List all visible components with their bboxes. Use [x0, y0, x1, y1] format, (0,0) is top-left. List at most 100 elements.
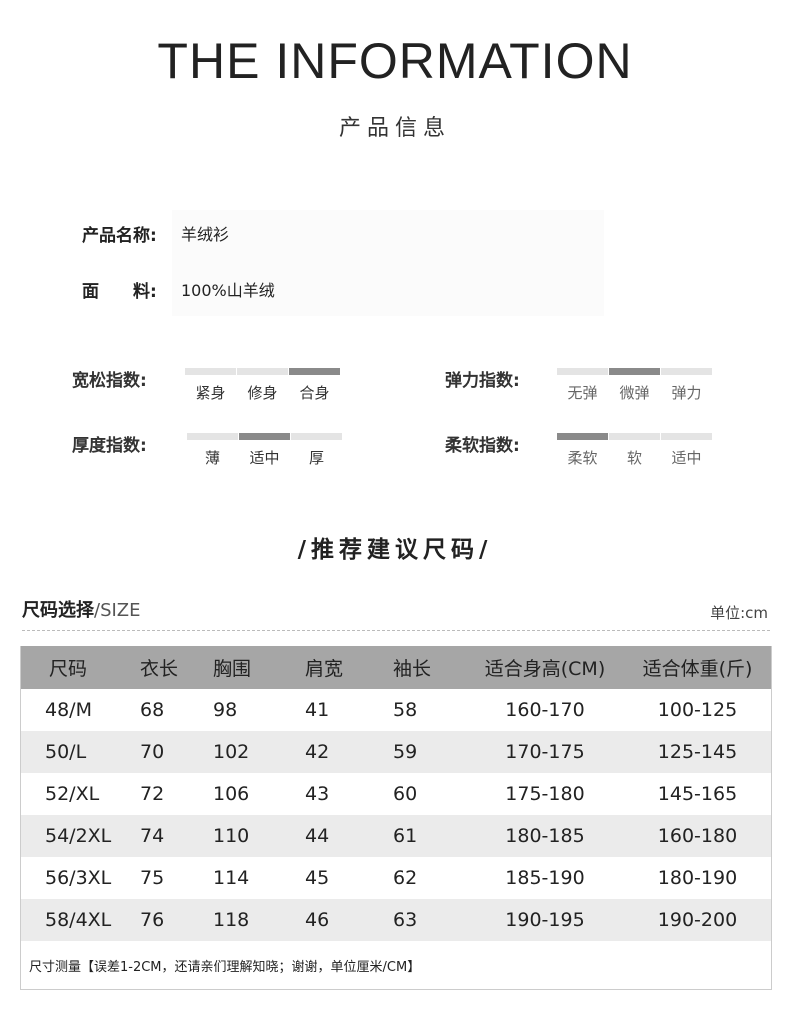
index-option: 弹力 [671, 384, 702, 402]
index-bar-selected [557, 433, 608, 440]
index-bar [237, 368, 288, 375]
column-header: 适合身高(CM) [484, 658, 606, 680]
index-bar [661, 368, 712, 375]
table-cell: 56/3XL [45, 867, 112, 889]
index-option: 微弹 [619, 384, 650, 402]
index-option: 无弹 [567, 384, 598, 402]
table-cell: 170-175 [505, 741, 585, 763]
index-label: 弹力指数: [445, 371, 520, 391]
index-bar-selected [239, 433, 290, 440]
table-cell: 75 [140, 867, 165, 889]
index-option: 软 [626, 449, 642, 467]
table-row: 50/L 70 102 42 59 170-175 125-145 [21, 731, 771, 773]
table-cell: 41 [305, 699, 330, 721]
index-bar [291, 433, 342, 440]
product-name-label: 产品名称: [82, 226, 157, 246]
table-cell: 61 [393, 825, 418, 847]
table-cell: 185-190 [505, 867, 585, 889]
table-cell: 45 [305, 867, 330, 889]
table-cell: 46 [305, 909, 330, 931]
index-option: 合身 [299, 384, 330, 402]
info-box [172, 210, 604, 316]
product-name-value: 羊绒衫 [181, 225, 230, 244]
table-cell: 106 [213, 783, 250, 805]
table-cell: 54/2XL [45, 825, 112, 847]
table-cell: 59 [393, 741, 418, 763]
table-cell: 125-145 [657, 741, 738, 763]
column-header: 胸围 [213, 658, 252, 680]
table-cell: 76 [140, 909, 165, 931]
table-cell: 58 [393, 699, 418, 721]
column-header: 尺码 [49, 658, 88, 680]
table-cell: 190-200 [657, 909, 738, 931]
table-row: 52/XL 72 106 43 60 175-180 145-165 [21, 773, 771, 815]
column-header: 适合体重(斤) [642, 658, 753, 680]
recommend-heading: /推荐建议尺码/ [297, 537, 493, 563]
table-cell: 100-125 [657, 699, 738, 721]
table-cell: 145-165 [657, 783, 738, 805]
index-option: 柔软 [567, 449, 598, 467]
page-title: THE INFORMATION [157, 33, 633, 89]
table-cell: 68 [140, 699, 165, 721]
index-option: 厚 [308, 449, 324, 467]
table-cell: 42 [305, 741, 330, 763]
column-header: 袖长 [393, 658, 432, 680]
table-row: 48/M 68 98 41 58 160-170 100-125 [21, 689, 771, 731]
table-cell: 160-170 [505, 699, 585, 721]
table-cell: 58/4XL [45, 909, 112, 931]
index-bar-selected [289, 368, 340, 375]
table-cell: 63 [393, 909, 418, 931]
table-cell: 70 [140, 741, 165, 763]
size-title-en: /SIZE [94, 600, 141, 621]
table-cell: 118 [213, 909, 250, 931]
index-label: 柔软指数: [445, 436, 520, 456]
table-cell: 44 [305, 825, 330, 847]
page-subtitle: 产品信息 [338, 116, 451, 141]
fabric-label: 面 料: [82, 282, 157, 302]
fabric-value: 100%山羊绒 [181, 281, 275, 300]
table-cell: 62 [393, 867, 418, 889]
table-cell: 110 [213, 825, 250, 847]
index-bar [185, 368, 236, 375]
table-note: 尺寸测量【误差1-2CM，还请亲们理解知晓；谢谢，单位厘米/CM】 [29, 959, 421, 975]
table-cell: 190-195 [505, 909, 585, 931]
index-option: 紧身 [195, 384, 226, 402]
table-cell: 43 [305, 783, 330, 805]
table-cell: 74 [140, 825, 165, 847]
index-bar [661, 433, 712, 440]
divider [22, 630, 770, 631]
table-row: 54/2XL 74 110 44 61 180-185 160-180 [21, 815, 771, 857]
table-header: 尺码 衣长 胸围 肩宽 袖长 适合身高(CM) 适合体重(斤) [21, 646, 771, 689]
table-cell: 180-190 [657, 867, 738, 889]
index-bar [187, 433, 238, 440]
size-title: 尺码选择/SIZE [22, 596, 141, 622]
index-bar [609, 433, 660, 440]
table-row: 58/4XL 76 118 46 63 190-195 190-200 [21, 899, 771, 941]
index-option: 修身 [247, 384, 278, 402]
table-cell: 98 [213, 699, 238, 721]
table-cell: 102 [213, 741, 250, 763]
size-table: 尺码 衣长 胸围 肩宽 袖长 适合身高(CM) 适合体重(斤) 48/M 68 98 41 58 16… [20, 646, 772, 990]
table-cell: 72 [140, 783, 165, 805]
table-cell: 60 [393, 783, 418, 805]
column-header: 肩宽 [305, 658, 344, 680]
index-label: 厚度指数: [72, 436, 147, 456]
table-row: 56/3XL 75 114 45 62 185-190 180-190 [21, 857, 771, 899]
unit-label: 单位:cm [710, 604, 768, 622]
table-cell: 160-180 [657, 825, 738, 847]
index-label: 宽松指数: [72, 371, 147, 391]
table-cell: 114 [213, 867, 250, 889]
table-cell: 48/M [45, 699, 92, 721]
table-cell: 175-180 [505, 783, 585, 805]
index-option: 薄 [204, 449, 220, 467]
index-option: 适中 [671, 449, 702, 467]
table-cell: 180-185 [505, 825, 585, 847]
table-cell: 52/XL [45, 783, 100, 805]
table-cell: 50/L [45, 741, 87, 763]
index-bar-selected [609, 368, 660, 375]
index-option: 适中 [249, 449, 280, 467]
column-header: 衣长 [140, 658, 179, 680]
index-bar [557, 368, 608, 375]
size-title-cn: 尺码选择 [22, 600, 94, 621]
